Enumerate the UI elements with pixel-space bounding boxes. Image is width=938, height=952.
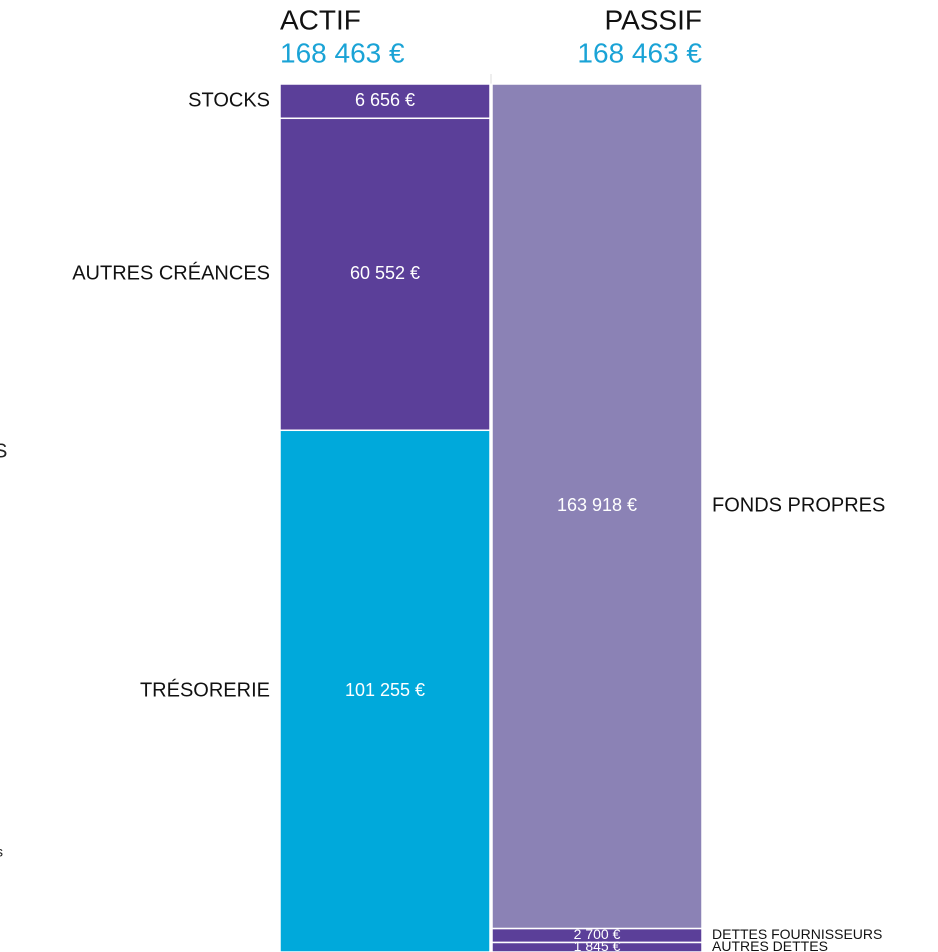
segment-name: DETTES FOURNISSEURS	[712, 926, 882, 942]
segment-name: AUTRES DETTES	[712, 938, 828, 952]
segment-name: FONDS PROPRES	[712, 495, 885, 517]
segment	[279, 429, 491, 952]
segment-name: STOCKS	[188, 89, 270, 111]
segment-value: 60 552 €	[350, 263, 420, 283]
column-title: PASSIF	[604, 4, 702, 35]
column-title: ACTIF	[280, 4, 361, 35]
segment-value: 163 918 €	[557, 495, 637, 515]
segment-value: 2 700 €	[574, 926, 621, 942]
segment-value: 6 656 €	[355, 90, 415, 110]
clipped-label: s	[0, 844, 3, 860]
segment-name: TRÉSORERIE	[140, 678, 270, 701]
segment	[279, 117, 491, 432]
column-total: 168 463 €	[577, 37, 702, 68]
segment-name: AUTRES CRÉANCES	[72, 262, 270, 285]
segment	[491, 941, 703, 952]
clipped-label: S	[0, 440, 7, 462]
segment-value: 1 845 €	[574, 938, 621, 952]
segment-value: 101 255 €	[345, 680, 425, 700]
column-total: 168 463 €	[280, 37, 405, 68]
segment	[491, 83, 703, 930]
